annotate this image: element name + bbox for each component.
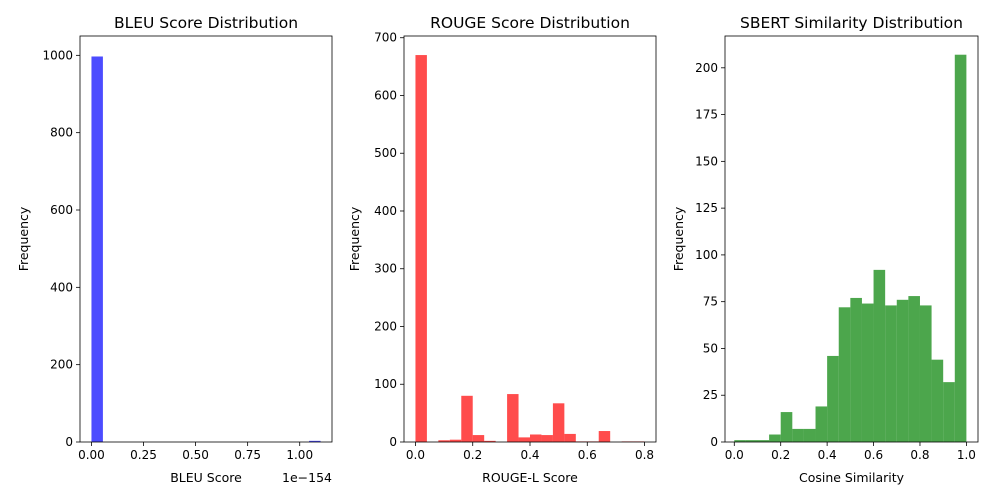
histogram-bar — [461, 395, 473, 442]
y-tick-label: 125 — [695, 201, 718, 215]
histogram-bar — [827, 355, 839, 442]
histogram-bar — [908, 296, 920, 442]
x-tick-label: 0.2 — [463, 448, 482, 462]
y-tick-label: 600 — [50, 203, 73, 217]
y-tick-label: 300 — [374, 262, 397, 276]
histogram-bar — [769, 434, 781, 442]
axes-frame — [724, 35, 979, 443]
histogram-bar — [943, 382, 955, 442]
chart-panel-3: 0.0 0.2 0.4 0.6 0.8 1.0 0 25 50 75 100 125 150 175 200… — [671, 14, 979, 485]
histogram-bar — [780, 412, 793, 442]
histogram-bar — [541, 435, 553, 442]
histogram-bar — [438, 440, 450, 442]
x-tick-label: 0.6 — [578, 448, 597, 462]
x-axis-offset-text: 1e−154 — [282, 470, 332, 485]
chart-title: SBERT Similarity Distribution — [740, 14, 963, 32]
y-tick-label: 400 — [50, 280, 73, 294]
y-tick-label: 200 — [50, 358, 73, 372]
histogram-bar — [885, 305, 897, 442]
x-tick-label: 0.50 — [182, 448, 209, 462]
histogram-bar — [815, 406, 828, 442]
x-tick-label: 0.0 — [725, 448, 744, 462]
histogram-bar — [415, 55, 427, 443]
y-tick-label: 150 — [695, 154, 718, 168]
y-tick-label: 0 — [389, 435, 397, 449]
x-tick-label: 0.6 — [864, 448, 883, 462]
y-tick-label: 700 — [374, 31, 397, 45]
x-tick-label: 0.00 — [78, 448, 105, 462]
histogram-bar — [518, 437, 530, 442]
y-tick-label: 25 — [703, 388, 718, 402]
y-tick-label: 800 — [50, 126, 73, 140]
histogram-bar — [530, 434, 542, 442]
histogram-bar — [552, 403, 565, 442]
x-tick-label: 0.8 — [910, 448, 929, 462]
x-tick-label: 0.0 — [406, 448, 425, 462]
histogram-bar — [472, 435, 485, 442]
y-tick-label: 50 — [703, 341, 718, 355]
histogram-bar — [484, 440, 496, 442]
histogram-bar — [598, 431, 611, 442]
histogram-bar — [734, 440, 746, 442]
x-tick-label: 0.75 — [234, 448, 261, 462]
y-tick-label: 400 — [374, 204, 397, 218]
y-tick-label: 500 — [374, 146, 397, 160]
x-axis-label: Cosine Similarity — [799, 470, 905, 485]
y-tick-label: 200 — [695, 61, 718, 75]
x-tick-label: 0.25 — [130, 448, 157, 462]
y-tick-label: 75 — [703, 295, 718, 309]
histogram-bar — [507, 394, 519, 442]
y-tick-label: 100 — [695, 248, 718, 262]
histogram-bar — [803, 428, 816, 442]
x-tick-label: 1.0 — [957, 448, 976, 462]
histogram-bar — [91, 56, 103, 442]
histogram-bar — [931, 359, 944, 442]
x-axis-label: BLEU Score — [170, 470, 242, 485]
y-tick-label: 0 — [65, 435, 73, 449]
histogram-bar — [449, 439, 462, 442]
x-tick-label: 0.4 — [520, 448, 539, 462]
x-tick-label: 1.00 — [286, 448, 313, 462]
y-tick-label: 200 — [374, 319, 397, 333]
histogram-bar — [919, 305, 932, 442]
x-tick-label: 0.8 — [635, 448, 654, 462]
histogram-bar — [861, 303, 874, 442]
histogram-bar — [309, 440, 321, 442]
y-tick-label: 1000 — [42, 48, 73, 62]
chart-panel-2: 0.0 0.2 0.4 0.6 0.8 0 100 200 300 400 500 600 700 ROU… — [347, 14, 657, 485]
chart-title: ROUGE Score Distribution — [430, 14, 630, 32]
histogram-bar — [745, 440, 758, 442]
histogram-bar — [850, 297, 862, 442]
axes-frame — [79, 35, 333, 443]
y-axis-label: Frequency — [671, 206, 686, 271]
histogram-bar — [873, 269, 886, 442]
histogram-bar — [792, 428, 804, 442]
histogram-bar — [564, 433, 576, 442]
chart-title: BLEU Score Distribution — [114, 14, 298, 32]
y-tick-label: 0 — [710, 435, 718, 449]
histogram-bar — [838, 307, 851, 442]
chart-panel-1: 0.00 0.25 0.50 0.75 1.00 0 200 400 600 800 1000 BLE… — [16, 14, 333, 485]
x-tick-label: 0.4 — [818, 448, 837, 462]
y-tick-label: 175 — [695, 108, 718, 122]
histogram-bar — [954, 54, 967, 442]
histogram-bar — [896, 299, 909, 442]
y-axis-label: Frequency — [347, 206, 362, 271]
histogram-bar — [757, 440, 770, 442]
x-tick-label: 0.2 — [771, 448, 790, 462]
y-tick-label: 100 — [374, 377, 397, 391]
y-axis-label: Frequency — [16, 206, 31, 271]
y-tick-label: 600 — [374, 88, 397, 102]
x-axis-label: ROUGE-L Score — [482, 470, 578, 485]
